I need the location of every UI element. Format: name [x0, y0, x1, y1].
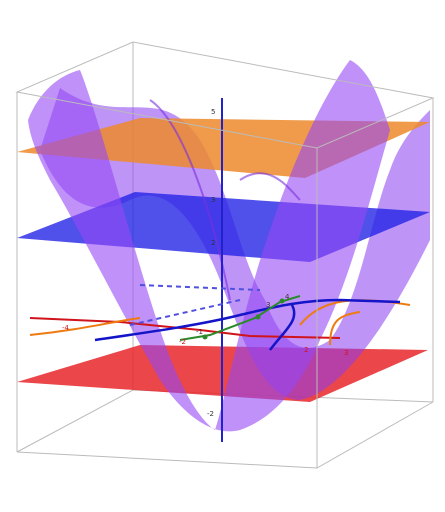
x-tick-label: 2 [304, 346, 308, 354]
y-tick-label: 4 [285, 293, 290, 301]
curve-blue-dashed [129, 284, 261, 326]
x-tick-label: 3 [344, 349, 348, 357]
bounding-box-front [15, 41, 435, 469]
y-tick-label: 3 [266, 301, 270, 309]
z-tick-label: 3 [211, 196, 215, 204]
z-tick-label: 5 [211, 108, 215, 116]
surface-front [28, 60, 390, 432]
x-tick-label: -2 [179, 338, 186, 346]
z-axis-labels: 5 3 2 -2 [207, 108, 215, 418]
x-tick-label: -4 [62, 324, 70, 332]
x-axis-labels: -4 -2 2 3 [62, 324, 348, 357]
curve-blue [94, 298, 401, 351]
curve-green [179, 295, 301, 341]
z-tick-label: -2 [207, 410, 214, 418]
points [202, 298, 285, 340]
z-tick-label: 2 [211, 239, 215, 247]
y-axis-labels: -1 3 4 [196, 293, 290, 336]
y-tick-label: -1 [196, 328, 203, 336]
